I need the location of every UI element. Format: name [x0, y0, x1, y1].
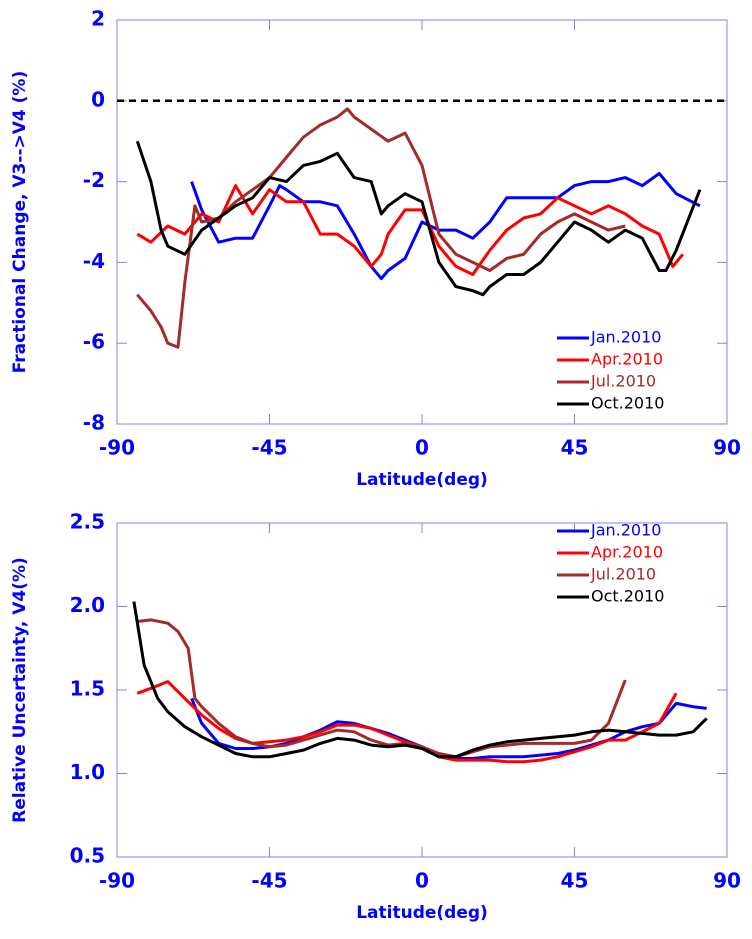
- y-tick-label: 1.5: [70, 677, 105, 701]
- x-tick-label: 90: [713, 436, 741, 460]
- y-tick-label: 0.5: [70, 844, 105, 868]
- series-line: [137, 618, 627, 759]
- x-tick-label: -90: [99, 869, 135, 893]
- series-line: [136, 107, 626, 349]
- legend-label: Jan.2010: [590, 521, 661, 540]
- y-tick-label: -4: [83, 249, 105, 273]
- series-line: [136, 184, 685, 276]
- legend-label: Oct.2010: [591, 587, 664, 606]
- series-line: [135, 140, 702, 297]
- x-tick-label: 90: [713, 869, 741, 893]
- y-axis-label: Fractional Change, V3-->V4 (%): [10, 71, 30, 373]
- legend-label: Jul.2010: [590, 565, 656, 584]
- y-tick-label: 2.5: [70, 510, 105, 534]
- x-axis-label: Latitude(deg): [356, 470, 488, 490]
- series-line: [132, 601, 708, 759]
- y-tick-label: 2: [91, 7, 105, 31]
- x-tick-label: -45: [251, 436, 287, 460]
- x-tick-label: 0: [415, 869, 429, 893]
- y-tick-label: -2: [83, 168, 105, 192]
- y-tick-label: 0: [91, 87, 105, 111]
- x-tick-label: 45: [561, 436, 589, 460]
- x-tick-label: -45: [251, 869, 287, 893]
- y-tick-label: -8: [83, 411, 105, 435]
- legend-label: Oct.2010: [591, 394, 664, 413]
- x-axis-label: Latitude(deg): [356, 903, 488, 923]
- legend-label: Apr.2010: [591, 350, 663, 369]
- legend-label: Jul.2010: [590, 372, 656, 391]
- y-tick-label: 2.0: [70, 593, 105, 617]
- y-tick-label: -6: [83, 330, 105, 354]
- legend-label: Jan.2010: [590, 328, 661, 347]
- x-tick-label: 0: [415, 436, 429, 460]
- y-axis-label: Relative Uncertainty, V4(%): [10, 557, 30, 823]
- x-tick-label: -90: [99, 436, 135, 460]
- series-line: [190, 697, 707, 760]
- legend-label: Apr.2010: [591, 543, 663, 562]
- series-line: [136, 680, 678, 764]
- series-line: [190, 172, 701, 281]
- x-tick-label: 45: [561, 869, 589, 893]
- y-tick-label: 1.0: [70, 760, 105, 784]
